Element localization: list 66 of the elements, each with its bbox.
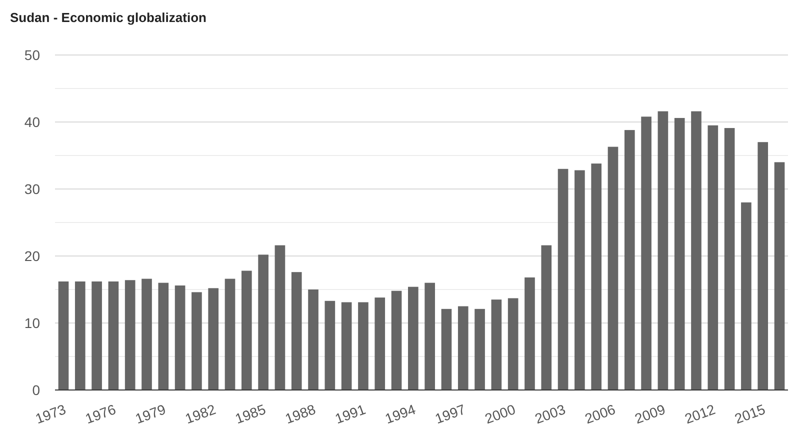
bar [92, 281, 102, 390]
x-tick-label: 2000 [482, 400, 518, 427]
bar [192, 292, 202, 390]
x-tick-label: 2015 [732, 400, 768, 427]
bar [241, 270, 252, 390]
x-tick-label: 1985 [232, 400, 268, 427]
y-tick-label: 10 [24, 314, 40, 331]
bar [741, 202, 752, 390]
bar [541, 245, 552, 390]
y-tick-label: 20 [24, 248, 40, 264]
bar [108, 281, 119, 390]
x-tick-label: 2006 [582, 400, 618, 427]
x-tick-label: 1994 [382, 400, 418, 427]
bar [408, 286, 418, 390]
x-tick-label: 1979 [133, 400, 168, 427]
y-tick-label: 30 [24, 180, 40, 197]
bar [724, 128, 735, 390]
bar [424, 282, 435, 390]
bar [508, 298, 518, 390]
bar [374, 298, 386, 390]
bar [258, 254, 268, 390]
bar [658, 111, 668, 390]
x-tick-label: 1973 [33, 400, 68, 427]
bar [224, 278, 236, 390]
chart-title: Sudan - Economic globalization [10, 10, 207, 25]
bar [574, 170, 585, 390]
bar [608, 146, 618, 390]
bar [58, 281, 69, 390]
x-tick-label: 2012 [682, 400, 718, 427]
bar [391, 290, 402, 390]
bar [274, 245, 286, 390]
bar [708, 125, 718, 390]
bar [641, 116, 652, 390]
y-tick-label: 50 [24, 46, 40, 63]
bar [558, 168, 568, 390]
x-tick-label: 1991 [332, 400, 368, 427]
bar [591, 164, 602, 390]
x-tick-label: 1982 [182, 400, 218, 427]
x-tick-label: 1988 [282, 400, 318, 427]
bar [474, 308, 485, 390]
bar [291, 272, 302, 390]
bar [441, 308, 452, 390]
bar [124, 280, 136, 390]
bar [208, 288, 219, 390]
bar [458, 306, 468, 390]
bar [308, 290, 318, 390]
y-tick-label: 0 [32, 382, 40, 398]
bar [758, 142, 768, 390]
bar [341, 302, 352, 390]
bar [158, 282, 169, 390]
bar [524, 277, 535, 390]
x-tick-label: 2003 [532, 400, 568, 427]
bar [324, 300, 336, 390]
y-tick-label: 40 [24, 114, 40, 130]
x-tick-label: 1997 [432, 400, 468, 427]
x-tick-label: 2009 [632, 400, 668, 427]
bar [142, 278, 152, 390]
bar [74, 281, 86, 390]
bar [624, 130, 635, 390]
bar [674, 118, 685, 390]
bar [774, 162, 785, 390]
bar [358, 302, 368, 390]
bar [174, 285, 186, 390]
bar [491, 300, 502, 390]
bar [691, 111, 702, 390]
x-tick-label: 1976 [83, 400, 118, 427]
